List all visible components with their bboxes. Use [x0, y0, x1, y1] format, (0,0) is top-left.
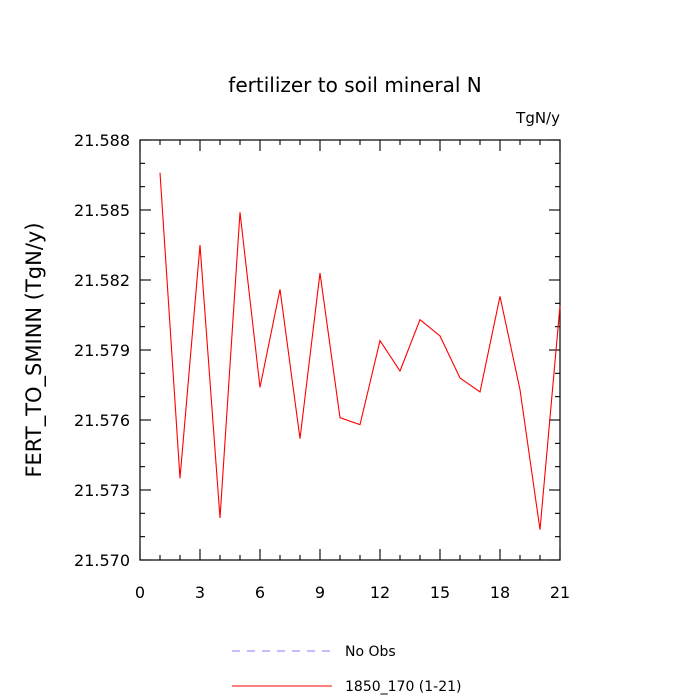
y-tick-label: 21.579: [74, 341, 130, 360]
ticks-layer: 0 3 6 9 12 15 18 21 21.570 21.573 21.576 21.579 21.5…: [74, 131, 570, 602]
plot-frame: [139, 139, 561, 561]
y-tick-label: 21.582: [74, 271, 130, 290]
x-tick-label: 3: [195, 583, 205, 602]
units-label: TgN/y: [515, 109, 560, 127]
y-tick-label: 21.576: [74, 411, 130, 430]
x-tick-label: 21: [550, 583, 570, 602]
x-tick-label: 18: [490, 583, 510, 602]
y-axis-label: FERT_TO_SMINN (TgN/y): [22, 222, 47, 477]
legend-label: No Obs: [345, 644, 396, 660]
y-tick-label: 21.585: [74, 201, 130, 220]
x-tick-label: 0: [135, 583, 145, 602]
x-tick-label: 12: [370, 583, 390, 602]
legend: No Obs 1850_170 (1-21): [232, 644, 462, 695]
series-line: [159, 172, 561, 530]
x-tick-label: 6: [255, 583, 265, 602]
chart-title: fertilizer to soil mineral N: [228, 73, 481, 97]
legend-label: 1850_170 (1-21): [345, 679, 462, 695]
x-tick-label: 15: [430, 583, 450, 602]
series-layer: [159, 172, 561, 530]
x-tick-label: 9: [315, 583, 325, 602]
y-tick-label: 21.570: [74, 551, 130, 570]
y-tick-label: 21.588: [74, 131, 130, 150]
y-tick-label: 21.573: [74, 481, 130, 500]
